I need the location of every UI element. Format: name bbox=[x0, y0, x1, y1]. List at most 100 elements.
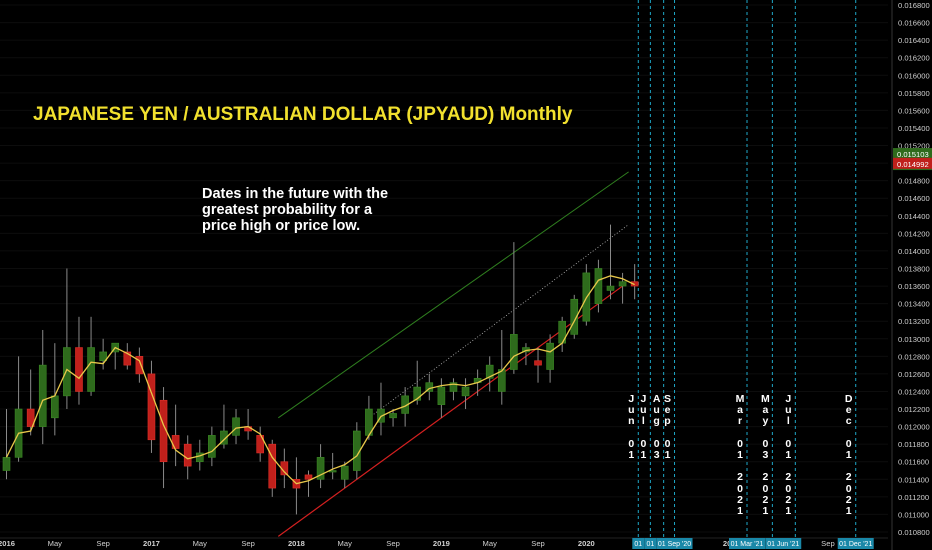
candle-bearish bbox=[135, 356, 144, 375]
y-tick-label: 0.015400 bbox=[898, 124, 930, 133]
candle-bullish bbox=[606, 285, 615, 291]
candle-bullish bbox=[340, 465, 349, 480]
previous-price-label: 0.014992 bbox=[897, 160, 929, 169]
x-tick-label: May bbox=[338, 539, 353, 548]
candle-bullish bbox=[389, 413, 397, 419]
candle-bullish bbox=[377, 408, 385, 423]
candle-bullish bbox=[232, 417, 240, 436]
channel-upper-line bbox=[278, 171, 629, 419]
x-tick-label: 2017 bbox=[143, 539, 160, 548]
candle-bearish bbox=[630, 281, 639, 287]
x-tick-label: May bbox=[483, 539, 498, 548]
y-tick-label: 0.012200 bbox=[898, 405, 930, 414]
y-tick-label: 0.016600 bbox=[898, 19, 930, 28]
x-tick-label: 2019 bbox=[433, 539, 450, 548]
time-axis[interactable]: 2016 May Sep 2017 May Sep 2018 May Sep 2019 May Sep… bbox=[0, 537, 888, 549]
candle-bearish bbox=[147, 373, 156, 441]
y-tick-label: 0.014600 bbox=[898, 194, 930, 203]
y-tick-label: 0.015600 bbox=[898, 106, 930, 115]
x-tick-label: 2020 bbox=[578, 539, 595, 548]
moving-average-line bbox=[5, 275, 635, 485]
y-tick-label: 0.014000 bbox=[898, 247, 930, 256]
date-badge bbox=[765, 538, 802, 549]
annotation-note: Dates in the future with the greatest pr… bbox=[202, 186, 432, 234]
date-badge-label: 01 Dec '21 bbox=[839, 541, 872, 548]
chart-title: JAPANESE YEN / AUSTRALIAN DOLLAR (JPYAUD… bbox=[33, 104, 573, 125]
date-badge-label: 01 Mar '21 bbox=[731, 541, 764, 548]
y-tick-label: 0.016200 bbox=[898, 54, 930, 63]
candle-bullish bbox=[485, 364, 494, 379]
candle-bearish bbox=[183, 443, 192, 467]
candle-bearish bbox=[75, 347, 83, 392]
candle-bullish bbox=[195, 452, 204, 463]
candle-bearish bbox=[256, 435, 264, 454]
y-tick-label: 0.012400 bbox=[898, 387, 930, 396]
y-tick-label: 0.015200 bbox=[898, 142, 930, 151]
date-badge-label: 01 bbox=[646, 541, 654, 548]
candle-bullish bbox=[99, 351, 107, 362]
candle-bullish bbox=[316, 457, 325, 480]
candle-bullish bbox=[594, 268, 603, 304]
y-tick-label: 0.016400 bbox=[898, 36, 930, 45]
date-badge bbox=[837, 538, 874, 549]
candle-bearish bbox=[123, 351, 132, 366]
y-tick-label: 0.016800 bbox=[898, 1, 930, 10]
date-badge bbox=[632, 538, 645, 549]
candle-bullish bbox=[208, 435, 216, 458]
y-tick-label: 0.013800 bbox=[898, 265, 930, 274]
x-tick-label: Sep bbox=[96, 539, 110, 548]
date-badge-label: 01 Jun '21 bbox=[767, 541, 799, 548]
y-tick-label: 0.012800 bbox=[898, 352, 930, 361]
y-tick-label: 0.014400 bbox=[898, 212, 930, 221]
candle-bullish bbox=[2, 457, 11, 471]
y-tick-label: 0.012000 bbox=[898, 423, 930, 432]
candle-bullish bbox=[570, 298, 579, 335]
date-badge bbox=[644, 538, 657, 549]
candle-bullish bbox=[449, 382, 458, 392]
candle-bearish bbox=[268, 443, 277, 489]
y-tick-label: 0.014800 bbox=[898, 177, 930, 186]
y-tick-label: 0.013400 bbox=[898, 300, 930, 309]
candle-bearish bbox=[304, 474, 313, 480]
y-tick-label: 0.015800 bbox=[898, 89, 930, 98]
grid-lines bbox=[0, 4, 888, 533]
y-tick-label: 0.016000 bbox=[898, 71, 930, 80]
y-tick-label: 0.011200 bbox=[898, 493, 929, 502]
candle-bullish bbox=[461, 386, 470, 397]
note-line-2: greatest probability for a bbox=[202, 202, 373, 218]
x-tick-label: Sep bbox=[386, 539, 400, 548]
y-tick-label: 0.012600 bbox=[898, 370, 930, 379]
candle-bullish bbox=[413, 386, 422, 401]
candle-bearish bbox=[171, 435, 180, 449]
price-axis[interactable]: 0.016800 0.016600 0.016400 0.016200 0.016000… bbox=[891, 0, 932, 550]
candle-bullish bbox=[510, 334, 518, 370]
y-tick-label: 0.011400 bbox=[898, 475, 929, 484]
candle-bearish bbox=[26, 408, 35, 427]
date-badge bbox=[656, 538, 693, 549]
date-badge bbox=[729, 538, 766, 549]
y-tick-label: 0.011000 bbox=[898, 510, 929, 519]
previous-price-badge bbox=[893, 157, 932, 169]
y-tick-label: 0.013200 bbox=[898, 317, 930, 326]
candle-bullish bbox=[497, 369, 506, 392]
last-price-label: 0.015103 bbox=[897, 150, 929, 159]
candle-bullish bbox=[87, 347, 95, 392]
y-tick-label: 0.013600 bbox=[898, 282, 930, 291]
note-line-1: Dates in the future with the bbox=[202, 186, 389, 202]
y-tick-label: 0.013000 bbox=[898, 335, 930, 344]
note-line-3: price high or price low. bbox=[202, 218, 361, 234]
candle-bullish bbox=[38, 364, 47, 427]
x-tick-label: May bbox=[193, 539, 208, 548]
y-tick-label: 0.014200 bbox=[898, 229, 930, 238]
y-tick-label: 0.011800 bbox=[898, 440, 929, 449]
date-badge-label: 01 Sep '20 bbox=[658, 541, 691, 548]
